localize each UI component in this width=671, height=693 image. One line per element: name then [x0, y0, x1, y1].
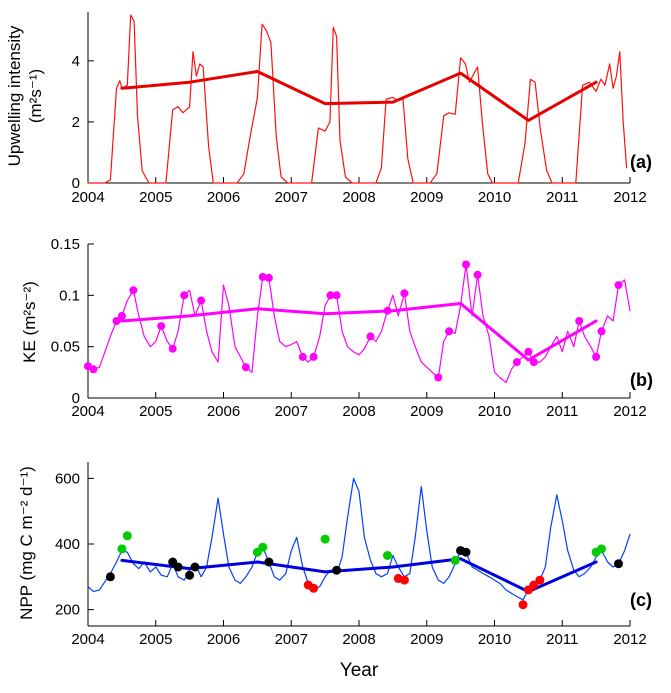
marker-npp-markers-green	[450, 555, 460, 565]
y-tick-label: 200	[55, 602, 80, 619]
y-tick-label: 4	[72, 53, 80, 70]
marker-npp-markers-black	[185, 570, 195, 580]
panel-a-upwelling-chart: 2004 2005 2006 2007 2008 2009 2010 2011 2012 0 2 4	[71, 12, 647, 206]
marker-ke-month-markers	[575, 317, 584, 325]
x-tick-label: 2009	[410, 403, 443, 420]
marker-ke-month-markers	[529, 358, 538, 367]
x-tick-label: 2012	[613, 403, 646, 420]
marker-npp-markers-black	[461, 547, 471, 557]
x-tick-label: 2008	[342, 403, 375, 420]
marker-npp-markers-red	[529, 580, 539, 590]
x-tick-label: 2006	[207, 631, 240, 648]
marker-npp-markers-black	[173, 562, 183, 572]
marker-ke-month-markers	[445, 327, 454, 336]
x-tick-label: 2005	[139, 631, 172, 648]
y-tick-label: 0.05	[51, 339, 80, 356]
x-tick-label: 2009	[410, 189, 443, 206]
marker-ke-month-markers	[473, 270, 482, 279]
x-tick-label: 2004	[71, 631, 104, 648]
marker-npp-markers-black	[105, 572, 115, 582]
x-tick-label: 2010	[478, 403, 511, 420]
panel-c-npp-chart: 2004 2005 2006 2007 2008 2009 2010 2011 2012 200 4…	[55, 462, 647, 648]
marker-npp-markers-black	[190, 562, 200, 572]
marker-ke-month-markers	[524, 347, 533, 356]
marker-npp-markers-green	[597, 544, 606, 554]
marker-ke-month-markers	[592, 352, 601, 361]
x-tick-label: 2005	[139, 403, 172, 420]
marker-ke-month-markers	[197, 296, 206, 305]
series-monthly-ke	[87, 263, 631, 384]
x-tick-label: 2010	[478, 631, 511, 648]
panel-letter-c: (c)	[630, 590, 652, 610]
marker-ke-month-markers	[241, 363, 250, 372]
x-tick-label: 2011	[546, 631, 578, 648]
y-tick-label: 400	[55, 536, 80, 553]
marker-ke-month-markers	[89, 365, 98, 374]
marker-ke-month-markers	[383, 306, 392, 315]
marker-ke-month-markers	[258, 272, 267, 281]
x-tick-label: 2006	[207, 189, 240, 206]
marker-ke-month-markers	[309, 352, 318, 361]
x-tick-label: 2007	[275, 403, 308, 420]
x-tick-label: 2005	[139, 189, 172, 206]
series-annual-mean-npp	[120, 557, 598, 594]
x-tick-label: 2012	[613, 189, 646, 206]
panel-letter-a: (a)	[630, 152, 652, 172]
marker-ke-month-markers	[264, 273, 273, 282]
marker-npp-markers-green	[258, 542, 268, 552]
x-tick-label: 2008	[342, 189, 375, 206]
x-axis-label-year: Year	[339, 660, 379, 681]
y-tick-label: 2	[72, 114, 80, 131]
y-tick-label: 0.1	[59, 287, 80, 304]
marker-npp-markers-black	[264, 557, 274, 567]
x-tick-label: 2009	[410, 631, 443, 648]
y-tick-label: 0	[72, 175, 80, 192]
x-tick-label: 2006	[207, 403, 240, 420]
marker-ke-month-markers	[434, 373, 443, 382]
marker-ke-month-markers	[157, 322, 166, 331]
marker-npp-markers-green	[383, 551, 392, 560]
x-tick-label: 2010	[478, 189, 511, 206]
marker-ke-month-markers	[129, 286, 138, 295]
series-annual-mean-ke	[120, 302, 598, 362]
marker-ke-month-markers	[180, 291, 189, 300]
x-tick-label: 2004	[71, 189, 104, 206]
marker-ke-month-markers	[326, 291, 335, 300]
x-tick-label: 2011	[546, 403, 578, 420]
x-tick-label: 2011	[546, 189, 578, 206]
marker-npp-markers-red	[535, 575, 545, 585]
y-tick-label: 600	[55, 470, 80, 487]
panel-letter-b: (b)	[630, 370, 653, 390]
marker-ke-month-markers	[400, 289, 409, 298]
y-tick-label: 0	[72, 390, 80, 407]
marker-npp-markers-green	[320, 534, 330, 544]
marker-ke-month-markers	[512, 358, 521, 367]
marker-ke-month-markers	[168, 344, 177, 353]
marker-npp-markers-red	[399, 575, 409, 585]
x-tick-label: 2008	[342, 631, 375, 648]
x-tick-label: 2004	[71, 403, 104, 420]
x-tick-label: 2007	[275, 631, 308, 648]
marker-npp-markers-black	[614, 559, 623, 569]
marker-ke-month-markers	[112, 317, 121, 325]
panel-b-ke-chart: 2004 2005 2006 2007 2008 2009 2010 2011 2012 0 0.0…	[51, 236, 647, 420]
series-monthly-upwelling	[87, 14, 628, 184]
marker-npp-markers-red	[309, 583, 319, 593]
marker-ke-month-markers	[298, 352, 307, 361]
marker-ke-month-markers	[462, 260, 470, 269]
marker-ke-month-markers	[614, 281, 623, 290]
marker-ke-month-markers	[332, 291, 341, 300]
marker-npp-markers-red	[518, 600, 528, 610]
y-tick-label: 0.15	[51, 236, 80, 253]
marker-npp-markers-green	[117, 544, 127, 554]
series-annual-mean-upwelling	[120, 70, 598, 122]
marker-npp-markers-green	[122, 531, 132, 541]
marker-ke-month-markers	[117, 311, 126, 320]
marker-npp-markers-black	[332, 565, 342, 575]
marker-ke-month-markers	[597, 327, 606, 336]
x-tick-label: 2007	[275, 189, 308, 206]
x-tick-label: 2012	[613, 631, 646, 648]
marker-ke-month-markers	[366, 332, 375, 341]
